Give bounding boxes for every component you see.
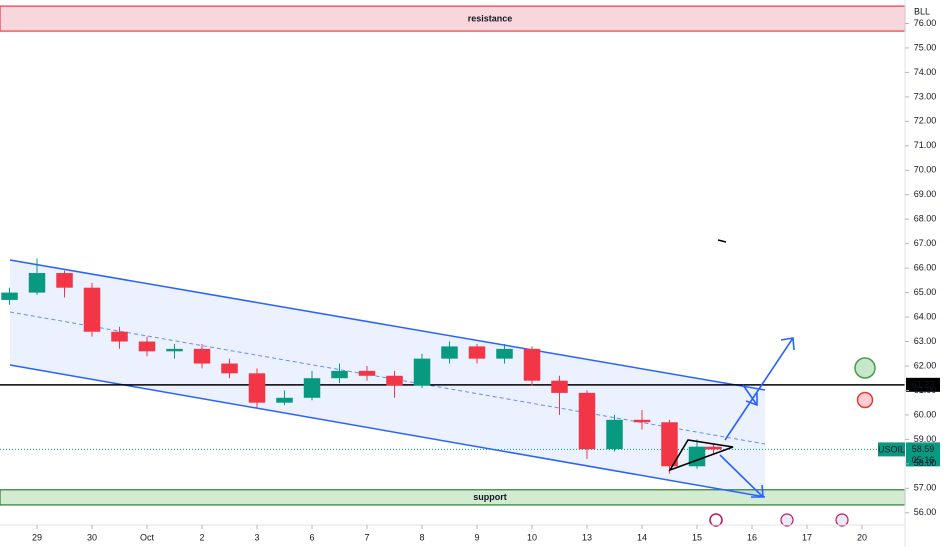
countdown-label: 05:16: [912, 455, 935, 465]
candle-body: [248, 373, 266, 403]
price-tag: [906, 442, 940, 467]
y-tick-label: 61.00: [914, 385, 937, 395]
triangle-pattern: [668, 439, 734, 472]
x-tick-label: Oct: [140, 532, 155, 542]
y-tick-label: 76.00: [914, 18, 937, 28]
bands: resistance support: [0, 5, 906, 506]
y-tick-label: 67.00: [914, 238, 937, 248]
price-tag-label: 58.59: [912, 444, 935, 454]
support-label: support: [473, 492, 507, 502]
y-tick-label: 63.00: [914, 336, 937, 346]
x-tick-label: 16: [747, 532, 757, 542]
symbol-tag: [878, 442, 905, 457]
y-tick-label: 68.00: [914, 214, 937, 224]
y-tick-label: 57.00: [914, 483, 937, 493]
symbol-tag-label: USOIL: [878, 444, 905, 454]
candle-body: [1, 292, 18, 300]
x-tick-label: 14: [637, 532, 647, 542]
candle-body: [56, 273, 73, 288]
event-icon[interactable]: [835, 513, 849, 527]
y-tick-label: 56.00: [914, 507, 937, 517]
arrow-up: [724, 337, 795, 441]
x-tick-label: 2: [200, 532, 205, 542]
candle-body: [413, 358, 431, 386]
x-tick-label: 6: [309, 532, 314, 542]
channel-lower: [9, 364, 766, 498]
event-icon[interactable]: [709, 513, 723, 527]
plot: [0, 258, 905, 474]
candle-body: [578, 392, 596, 450]
y-tick-label: 74.00: [914, 67, 937, 77]
arrow-pullback: [742, 384, 758, 407]
x-tick-label: 29: [32, 532, 42, 542]
corner-label: BLL: [914, 6, 930, 16]
channel-upper: [9, 259, 766, 391]
level-tag: [906, 377, 940, 392]
candle-body: [358, 370, 376, 376]
y-tick-label: 62.00: [914, 360, 937, 370]
resistance-label: resistance: [468, 13, 513, 23]
candle-body: [303, 378, 321, 398]
candle-body: [551, 380, 568, 393]
candle-body: [633, 419, 651, 423]
support-band: [0, 489, 906, 506]
x-tick-label: 20: [857, 532, 867, 542]
y-tick-label: 60.00: [914, 409, 937, 419]
candle-body: [276, 397, 293, 403]
candle-body: [111, 331, 128, 342]
event-icon[interactable]: [780, 513, 794, 527]
resistance-band: [0, 5, 906, 32]
candle-body: [606, 419, 623, 450]
x-tick-label: 9: [474, 532, 479, 542]
candle-body: [468, 346, 486, 359]
candle-body: [705, 446, 722, 450]
y-tick-label: 70.00: [914, 165, 937, 175]
x-tick-label: 3: [255, 532, 260, 542]
x-tick-label: 13: [582, 532, 592, 542]
candle-body: [83, 287, 101, 332]
y-tick-label: 66.00: [914, 263, 937, 273]
candle-body: [496, 348, 513, 359]
x-tick-label: 30: [87, 532, 97, 542]
red-signal: [856, 391, 874, 409]
y-tick-label: 72.00: [914, 116, 937, 126]
y-tick-label: 65.00: [914, 287, 937, 297]
arrow-down: [719, 454, 764, 498]
candle-body: [331, 370, 348, 379]
y-tick-label: 58.00: [914, 458, 937, 468]
arrows: [719, 337, 795, 498]
x-tick-label: 17: [802, 532, 812, 542]
dash-mark: [717, 239, 727, 243]
level-tag-label: 61.23: [912, 380, 935, 390]
candle-body: [221, 363, 238, 374]
candle-body: [661, 422, 678, 467]
y-tick-label: 59.00: [914, 434, 937, 444]
x-tick-label: 7: [364, 532, 369, 542]
y-tick-label: 75.00: [914, 42, 937, 52]
y-tick-label: 64.00: [914, 311, 937, 321]
green-signal: [854, 357, 876, 379]
x-tick-label: 15: [692, 532, 702, 542]
y-tick-label: 69.00: [914, 189, 937, 199]
candle-body: [166, 348, 183, 352]
x-tick-label: 8: [419, 532, 424, 542]
candle-body: [386, 375, 403, 386]
candle-body: [28, 273, 46, 293]
candle-body: [523, 348, 541, 381]
candle-body: [138, 341, 156, 352]
candle-body: [441, 346, 458, 359]
candle-body: [688, 446, 706, 467]
x-tick-label: 10: [527, 532, 537, 542]
candle-body: [193, 348, 211, 364]
y-tick-label: 71.00: [914, 140, 937, 150]
y-tick-label: 73.00: [914, 91, 937, 101]
